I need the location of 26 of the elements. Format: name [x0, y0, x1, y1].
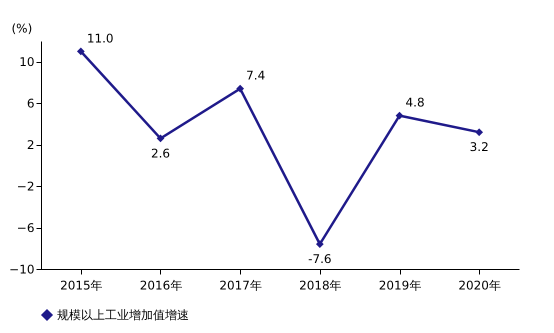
point: [316, 240, 324, 248]
x-tick-label: 2016年: [140, 278, 182, 292]
x-tick-label: 2018年: [299, 278, 342, 292]
data-label: 11.0: [86, 31, 114, 46]
point: [76, 47, 85, 56]
x-tick-label: 2017年: [219, 278, 262, 292]
data-label: 2.6: [150, 146, 170, 160]
data-label: 3.2: [470, 140, 489, 154]
y-tick-label: 10: [19, 55, 34, 70]
x-tick-label: 2015年: [60, 278, 103, 292]
point: [236, 84, 244, 93]
x-tick-label: 2019年: [378, 278, 422, 292]
y-tick-label: 2: [26, 138, 34, 152]
y-tick-label: 6: [26, 96, 34, 111]
point: [475, 128, 484, 136]
legend-label: 规模以上工业增加值增速: [57, 308, 189, 322]
y-axis-title: (%): [12, 22, 32, 36]
point: [396, 112, 404, 120]
y-tick-label: −6: [16, 221, 34, 236]
x-tick-label: 2020年: [458, 278, 501, 292]
y-tick-label: −2: [16, 180, 34, 194]
y-tick-label: −10: [9, 262, 34, 276]
data-label: 4.8: [406, 96, 425, 110]
point: [156, 134, 164, 142]
data-label: 7.4: [246, 68, 266, 83]
data-label: -7.6: [308, 252, 332, 266]
